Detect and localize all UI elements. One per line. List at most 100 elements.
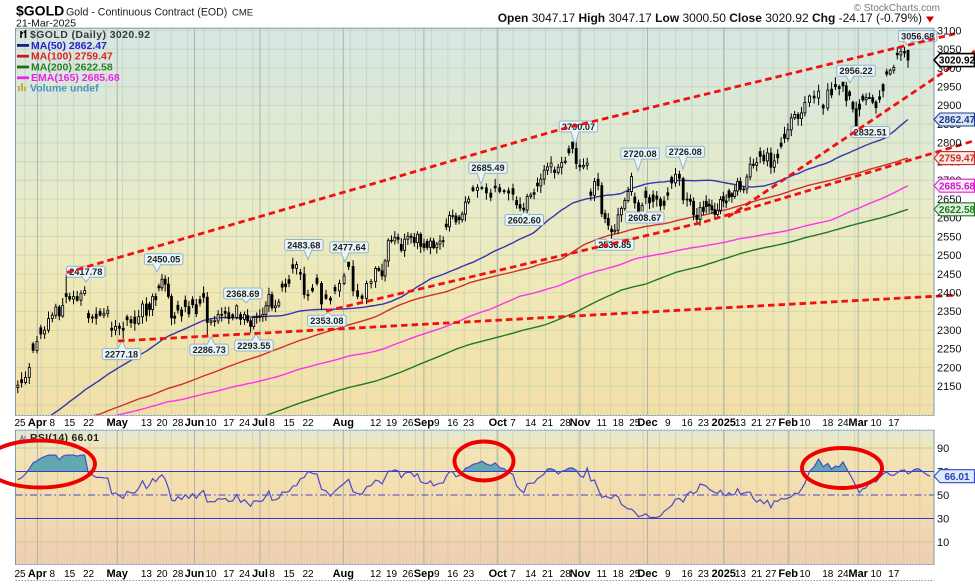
svg-text:25: 25 [629, 569, 641, 580]
svg-text:Jun: Jun [185, 417, 205, 429]
svg-text:MA(100) 2759.47: MA(100) 2759.47 [31, 51, 113, 63]
svg-text:2293.55: 2293.55 [237, 341, 270, 351]
svg-text:23: 23 [463, 418, 475, 429]
svg-text:16: 16 [682, 418, 694, 429]
svg-text:3056.68: 3056.68 [901, 31, 934, 41]
svg-text:23: 23 [698, 569, 710, 580]
svg-text:Apr: Apr [28, 568, 48, 580]
svg-text:8: 8 [269, 569, 275, 580]
svg-text:Sep: Sep [414, 417, 434, 429]
svg-text:15: 15 [64, 569, 76, 580]
svg-text:10: 10 [799, 418, 811, 429]
svg-text:2477.64: 2477.64 [332, 243, 366, 253]
svg-text:Dec: Dec [637, 568, 657, 580]
svg-text:9: 9 [665, 418, 671, 429]
svg-text:2350: 2350 [937, 306, 961, 318]
svg-text:15: 15 [283, 418, 295, 429]
svg-text:28: 28 [172, 418, 184, 429]
svg-text:66.01: 66.01 [944, 472, 969, 483]
svg-text:2536.85: 2536.85 [598, 240, 631, 250]
svg-text:2759.47: 2759.47 [939, 154, 975, 165]
svg-text:9: 9 [434, 418, 440, 429]
svg-text:2025: 2025 [711, 568, 735, 580]
svg-text:2950: 2950 [937, 82, 961, 94]
svg-text:2726.08: 2726.08 [669, 147, 702, 157]
svg-text:9: 9 [434, 569, 440, 580]
svg-text:14: 14 [525, 569, 537, 580]
svg-text:7: 7 [510, 418, 516, 429]
svg-text:15: 15 [64, 418, 76, 429]
svg-text:18: 18 [613, 569, 625, 580]
svg-text:9: 9 [665, 569, 671, 580]
svg-text:Nov: Nov [570, 568, 592, 580]
svg-text:Oct: Oct [489, 568, 508, 580]
svg-text:2862.47: 2862.47 [939, 115, 975, 126]
svg-text:2483.68: 2483.68 [287, 240, 320, 250]
svg-text:17: 17 [223, 569, 235, 580]
svg-text:Feb: Feb [778, 568, 798, 580]
svg-text:12: 12 [370, 418, 382, 429]
svg-text:8: 8 [50, 569, 56, 580]
svg-text:Jul: Jul [252, 568, 268, 580]
svg-text:2200: 2200 [937, 362, 961, 374]
svg-text:22: 22 [83, 418, 95, 429]
svg-text:2300: 2300 [937, 325, 961, 337]
svg-text:12: 12 [370, 569, 382, 580]
svg-text:16: 16 [447, 418, 459, 429]
svg-text:21: 21 [751, 418, 763, 429]
svg-text:23: 23 [463, 569, 475, 580]
svg-text:Sep: Sep [414, 568, 434, 580]
svg-text:14: 14 [525, 418, 537, 429]
svg-text:20: 20 [156, 569, 168, 580]
svg-text:2602.60: 2602.60 [508, 215, 541, 225]
svg-text:7: 7 [510, 569, 516, 580]
svg-text:21: 21 [751, 569, 763, 580]
svg-text:Dec: Dec [637, 417, 657, 429]
svg-text:50: 50 [937, 490, 949, 502]
svg-text:$GOLD: $GOLD [16, 3, 64, 19]
svg-text:21: 21 [542, 418, 554, 429]
svg-text:13: 13 [735, 418, 747, 429]
svg-text:18: 18 [613, 418, 625, 429]
svg-text:2368.69: 2368.69 [226, 289, 259, 299]
svg-text:23: 23 [698, 418, 710, 429]
svg-text:2622.58: 2622.58 [939, 205, 975, 216]
svg-text:21-Mar-2025: 21-Mar-2025 [16, 18, 76, 30]
svg-text:26: 26 [402, 418, 414, 429]
svg-text:Nov: Nov [570, 417, 592, 429]
svg-text:90: 90 [937, 443, 949, 455]
svg-text:Oct: Oct [489, 417, 508, 429]
svg-text:2832.51: 2832.51 [854, 127, 887, 137]
svg-text:16: 16 [447, 569, 459, 580]
svg-text:19: 19 [386, 569, 398, 580]
svg-text:Aug: Aug [333, 568, 354, 580]
svg-text:2353.08: 2353.08 [310, 316, 343, 326]
svg-text:Feb: Feb [778, 417, 798, 429]
svg-text:17: 17 [888, 418, 900, 429]
svg-text:2286.73: 2286.73 [193, 345, 226, 355]
svg-text:CME: CME [232, 8, 253, 19]
svg-text:May: May [106, 417, 128, 429]
svg-text:24: 24 [837, 569, 849, 580]
svg-text:24: 24 [239, 569, 251, 580]
svg-text:2685.68: 2685.68 [939, 181, 975, 192]
svg-text:3020.92: 3020.92 [939, 56, 975, 67]
svg-text:28: 28 [172, 569, 184, 580]
svg-text:2608.67: 2608.67 [628, 213, 661, 223]
svg-text:11: 11 [597, 418, 608, 429]
svg-text:25: 25 [14, 569, 26, 580]
svg-text:22: 22 [302, 569, 314, 580]
svg-text:13: 13 [141, 418, 153, 429]
svg-text:13: 13 [141, 569, 153, 580]
svg-text:30: 30 [937, 513, 949, 525]
svg-text:Mar: Mar [848, 568, 868, 580]
svg-text:24: 24 [837, 418, 849, 429]
svg-text:© StockCharts.com: © StockCharts.com [854, 3, 940, 14]
svg-text:17: 17 [888, 569, 900, 580]
svg-text:2277.18: 2277.18 [105, 349, 138, 359]
svg-text:20: 20 [156, 418, 168, 429]
svg-text:24: 24 [239, 418, 251, 429]
svg-text:Volume undef: Volume undef [30, 83, 99, 95]
svg-text:2250: 2250 [937, 344, 961, 356]
svg-text:2720.08: 2720.08 [623, 149, 656, 159]
